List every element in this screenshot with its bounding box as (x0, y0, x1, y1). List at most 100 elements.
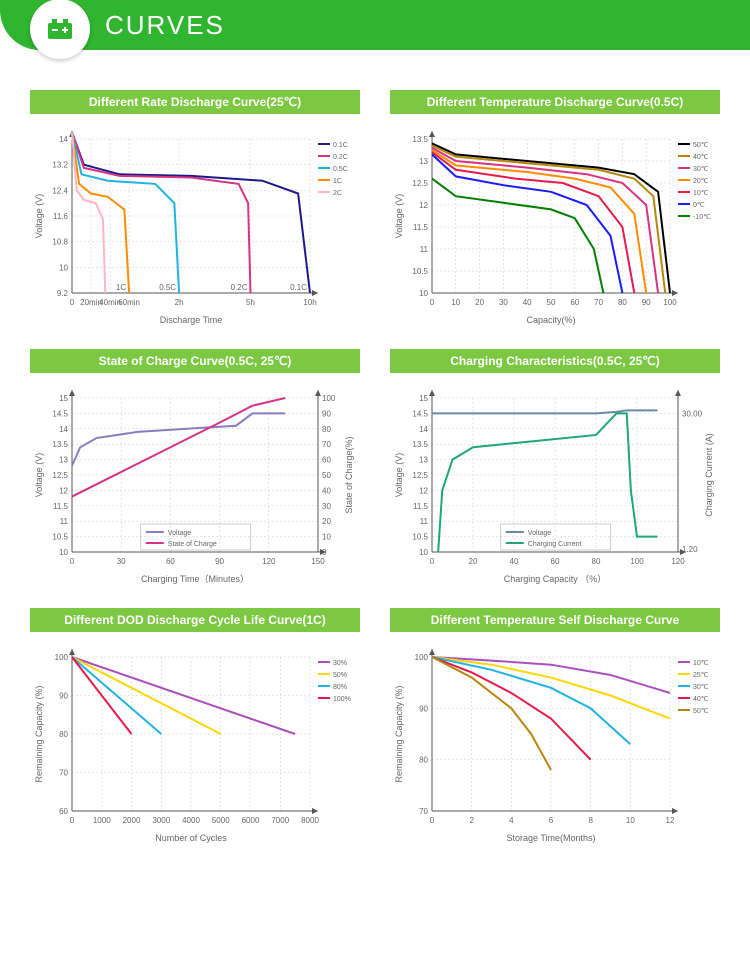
svg-text:0.2C: 0.2C (231, 283, 248, 292)
svg-text:Charging Time（Minutes）: Charging Time（Minutes） (141, 574, 249, 584)
svg-text:11: 11 (420, 245, 429, 254)
svg-text:80: 80 (322, 425, 331, 434)
svg-text:70: 70 (322, 440, 331, 449)
svg-text:20℃: 20℃ (693, 178, 709, 185)
svg-text:150: 150 (311, 557, 325, 566)
chart-rate-discharge: 9.21010.811.612.413.214020min40min60min2… (30, 129, 360, 329)
svg-text:10: 10 (59, 263, 68, 272)
svg-text:State of Charge(%): State of Charge(%) (344, 436, 354, 513)
svg-text:10℃: 10℃ (693, 190, 709, 197)
panel-title: State of Charge Curve(0.5C, 25℃) (30, 349, 360, 373)
svg-text:100: 100 (55, 653, 69, 662)
panel-temp-discharge: Different Temperature Discharge Curve(0.… (390, 90, 720, 329)
svg-text:20: 20 (469, 557, 478, 566)
svg-text:14.5: 14.5 (412, 409, 428, 418)
svg-text:50%: 50% (333, 672, 347, 679)
svg-text:11: 11 (420, 517, 429, 526)
svg-text:12: 12 (419, 486, 428, 495)
svg-text:0: 0 (430, 298, 435, 307)
svg-text:10: 10 (322, 533, 331, 542)
svg-text:0℃: 0℃ (693, 202, 705, 209)
svg-text:10: 10 (419, 289, 428, 298)
svg-text:Voltage (V): Voltage (V) (394, 453, 404, 498)
svg-text:70: 70 (419, 807, 428, 816)
svg-text:2: 2 (469, 816, 474, 825)
svg-text:80: 80 (419, 756, 428, 765)
svg-text:12: 12 (419, 201, 428, 210)
svg-text:1000: 1000 (93, 816, 111, 825)
svg-text:12.5: 12.5 (412, 471, 428, 480)
svg-text:11: 11 (60, 517, 69, 526)
svg-text:Charging Current: Charging Current (528, 541, 582, 548)
svg-text:Charging Current (A): Charging Current (A) (704, 433, 714, 517)
page-title: CURVES (105, 10, 225, 41)
svg-text:60min: 60min (118, 298, 140, 307)
svg-text:9.2: 9.2 (57, 289, 69, 298)
svg-text:15: 15 (419, 394, 428, 403)
svg-text:4000: 4000 (182, 816, 200, 825)
svg-text:80: 80 (59, 730, 68, 739)
svg-text:Voltage: Voltage (168, 530, 191, 537)
svg-text:Number of Cycles: Number of Cycles (155, 833, 227, 843)
svg-text:60: 60 (570, 298, 579, 307)
svg-text:50℃: 50℃ (693, 142, 709, 149)
svg-text:12: 12 (666, 816, 675, 825)
svg-text:10.5: 10.5 (412, 267, 428, 276)
svg-text:40℃: 40℃ (693, 696, 709, 703)
panel-self-discharge: Different Temperature Self Discharge Cur… (390, 608, 720, 847)
svg-text:12: 12 (59, 486, 68, 495)
svg-text:0.1C: 0.1C (290, 283, 307, 292)
svg-text:13: 13 (419, 157, 428, 166)
chart-temp-discharge: 1010.51111.51212.51313.50102030405060708… (390, 129, 720, 329)
svg-text:6: 6 (549, 816, 554, 825)
svg-text:0: 0 (70, 557, 75, 566)
svg-text:2h: 2h (175, 298, 184, 307)
svg-text:0.5C: 0.5C (159, 283, 176, 292)
svg-text:10: 10 (419, 548, 428, 557)
svg-text:70: 70 (594, 298, 603, 307)
svg-text:Voltage: Voltage (528, 530, 551, 537)
svg-text:1C: 1C (116, 283, 126, 292)
svg-text:Discharge Time: Discharge Time (160, 315, 223, 325)
svg-text:Remaining Capacity (%): Remaining Capacity (%) (34, 685, 44, 782)
page-header: CURVES (0, 0, 750, 50)
svg-text:13.2: 13.2 (52, 161, 68, 170)
svg-text:12.4: 12.4 (52, 186, 68, 195)
svg-text:100: 100 (415, 653, 429, 662)
svg-text:80%: 80% (333, 684, 347, 691)
panel-title: Different DOD Discharge Cycle Life Curve… (30, 608, 360, 632)
svg-text:120: 120 (671, 557, 685, 566)
svg-text:30℃: 30℃ (693, 684, 709, 691)
svg-text:10: 10 (451, 298, 460, 307)
panel-soc: State of Charge Curve(0.5C, 25℃) 1010.51… (30, 349, 360, 588)
svg-text:1C: 1C (333, 178, 342, 185)
svg-text:12.5: 12.5 (52, 471, 68, 480)
svg-text:0.2C: 0.2C (333, 154, 348, 161)
svg-text:14: 14 (419, 425, 428, 434)
svg-text:11.5: 11.5 (413, 502, 429, 511)
svg-text:10h: 10h (303, 298, 316, 307)
svg-text:0: 0 (430, 816, 435, 825)
svg-text:100: 100 (663, 298, 677, 307)
svg-text:10: 10 (626, 816, 635, 825)
svg-text:13: 13 (59, 456, 68, 465)
svg-text:2C: 2C (333, 190, 342, 197)
svg-text:11.5: 11.5 (53, 502, 69, 511)
svg-text:15: 15 (59, 394, 68, 403)
svg-text:State of Charge: State of Charge (168, 541, 217, 548)
panel-title: Different Temperature Self Discharge Cur… (390, 608, 720, 632)
svg-text:3000: 3000 (152, 816, 170, 825)
svg-text:30.00: 30.00 (682, 409, 703, 418)
svg-text:-10℃: -10℃ (693, 214, 711, 221)
svg-text:10: 10 (59, 548, 68, 557)
svg-text:60: 60 (322, 456, 331, 465)
svg-text:10℃: 10℃ (693, 660, 709, 667)
chart-charging: 1010.51111.51212.51313.51414.51502040608… (390, 388, 720, 588)
svg-text:30: 30 (117, 557, 126, 566)
battery-icon (30, 0, 90, 59)
svg-text:80: 80 (592, 557, 601, 566)
svg-text:20: 20 (322, 517, 331, 526)
svg-text:60: 60 (59, 807, 68, 816)
svg-text:30%: 30% (333, 660, 347, 667)
svg-text:11.6: 11.6 (53, 212, 69, 221)
